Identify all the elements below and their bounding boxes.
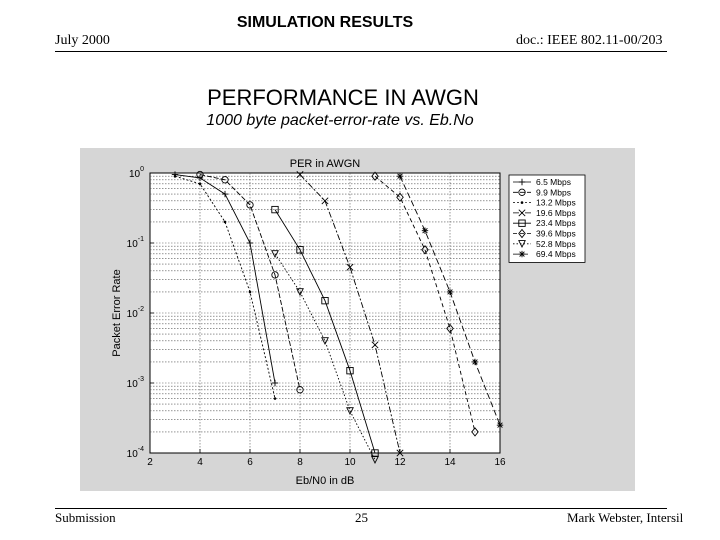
- data-point: [271, 205, 279, 214]
- data-point: [271, 379, 279, 387]
- x-tick-label: 10: [344, 457, 356, 468]
- data-point: [196, 170, 204, 179]
- legend-marker: [518, 240, 526, 249]
- data-point: [371, 341, 379, 349]
- grid: [150, 173, 500, 453]
- data-point: [371, 456, 379, 464]
- x-tick-label: 2: [147, 457, 153, 468]
- footer-author: Mark Webster, Intersil: [567, 510, 684, 525]
- data-point: [471, 427, 479, 437]
- y-axis-label: Packet Error Rate: [111, 269, 123, 356]
- data-point: [446, 323, 454, 334]
- section-title: SIMULATION RESULTS: [236, 14, 414, 31]
- data-point: [446, 288, 454, 296]
- data-point: [421, 245, 429, 255]
- series-line-2: [199, 174, 301, 390]
- series-layer: [171, 170, 504, 464]
- slide-title: PERFORMANCE IN AWGN: [207, 85, 479, 110]
- x-tick-label: 4: [197, 457, 203, 468]
- data-point: [296, 288, 304, 297]
- data-point: [198, 182, 202, 186]
- data-point: [296, 171, 304, 179]
- data-point: [221, 176, 229, 184]
- x-tick-label: 14: [444, 457, 456, 468]
- data-point: [221, 190, 229, 198]
- header-rule: [55, 51, 667, 52]
- header-date: July 2000: [55, 33, 110, 48]
- x-tick-label: 16: [494, 457, 506, 468]
- data-point: [321, 297, 329, 305]
- data-point: [246, 239, 254, 247]
- legend-box: [508, 174, 586, 263]
- data-point: [223, 220, 227, 224]
- data-point: [346, 407, 354, 416]
- data-point: [173, 174, 177, 178]
- legend-label: 23.4 Mbps: [536, 218, 576, 228]
- data-point: [421, 227, 429, 234]
- page-number: 25: [355, 510, 368, 525]
- series-line-7: [274, 253, 376, 461]
- data-point: [346, 263, 354, 271]
- doc-id: doc.: IEEE 802.11-00/203: [516, 33, 663, 48]
- legend-marker: [518, 219, 526, 227]
- data-point: [396, 192, 404, 202]
- footer-submission: Submission: [55, 510, 116, 525]
- data-point: [271, 271, 279, 279]
- data-point: [296, 386, 304, 394]
- series-line-3: [174, 175, 276, 399]
- data-point: [321, 337, 329, 346]
- data-point: [371, 171, 379, 181]
- legend-label: 39.6 Mbps: [536, 229, 576, 239]
- chart-title: PER in AWGN: [290, 158, 361, 170]
- legend-label: 52.8 Mbps: [536, 239, 576, 249]
- data-point: [273, 397, 277, 400]
- legend-marker: [520, 201, 524, 204]
- data-point: [246, 201, 254, 209]
- data-point: [496, 421, 504, 429]
- footer-rule: [55, 508, 667, 509]
- series-line-6: [374, 175, 476, 433]
- data-point: [471, 358, 479, 366]
- x-tick-label: 12: [394, 457, 406, 468]
- legend-label: 9.9 Mbps: [536, 187, 571, 197]
- legend-marker: [518, 178, 526, 186]
- legend-label: 13.2 Mbps: [536, 198, 576, 208]
- legend-label: 69.4 Mbps: [536, 249, 576, 259]
- legend-marker: [518, 228, 526, 239]
- x-tick-label: 8: [297, 457, 303, 468]
- legend-label: 19.6 Mbps: [536, 208, 576, 218]
- legend-marker: [518, 250, 526, 258]
- legend-marker: [518, 188, 526, 196]
- x-axis-label: Eb/N0 in dB: [296, 475, 355, 487]
- series-line-4: [299, 174, 401, 454]
- legend-marker: [518, 209, 526, 217]
- data-point: [271, 250, 279, 259]
- data-point: [396, 173, 404, 180]
- legend-label: 6.5 Mbps: [536, 177, 571, 187]
- slide-subtitle: 1000 byte packet-error-rate vs. Eb.No: [206, 112, 474, 129]
- series-line-5: [274, 209, 376, 454]
- data-point: [248, 290, 252, 294]
- data-point: [346, 367, 354, 375]
- x-tick-label: 6: [247, 457, 253, 468]
- data-point: [296, 246, 304, 254]
- data-point: [321, 197, 329, 205]
